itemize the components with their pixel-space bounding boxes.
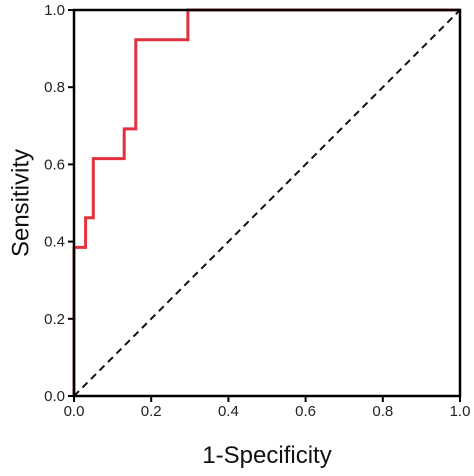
x-tick-label: 0.2 xyxy=(141,403,162,420)
y-tick-label: 0.4 xyxy=(44,234,65,251)
y-tick-label: 1.0 xyxy=(44,2,65,19)
x-tick-label: 1.0 xyxy=(450,403,471,420)
roc-curve-line xyxy=(72,8,460,396)
x-tick-label: 0.0 xyxy=(64,403,85,420)
y-tick-label: 0.6 xyxy=(44,156,65,173)
y-tick-label: 0.8 xyxy=(44,79,65,96)
reference-diagonal-line xyxy=(73,9,461,397)
plot-frame xyxy=(72,8,462,398)
x-axis-title: 1-Specificity xyxy=(202,442,331,469)
series-layer xyxy=(72,8,461,397)
x-tick-label: 0.8 xyxy=(372,403,393,420)
x-tick-label: 0.4 xyxy=(218,403,239,420)
x-tick-label: 0.6 xyxy=(295,403,316,420)
y-axis-title: Sensitivity xyxy=(7,149,34,257)
y-tick-label: 0.2 xyxy=(44,311,65,328)
y-tick-label: 0.0 xyxy=(44,388,65,405)
ticks-layer: 0.0 0.2 0.4 0.6 0.8 1.0 0.0 0.2 0.4 0.6 0.8 1.0 xyxy=(44,2,470,420)
